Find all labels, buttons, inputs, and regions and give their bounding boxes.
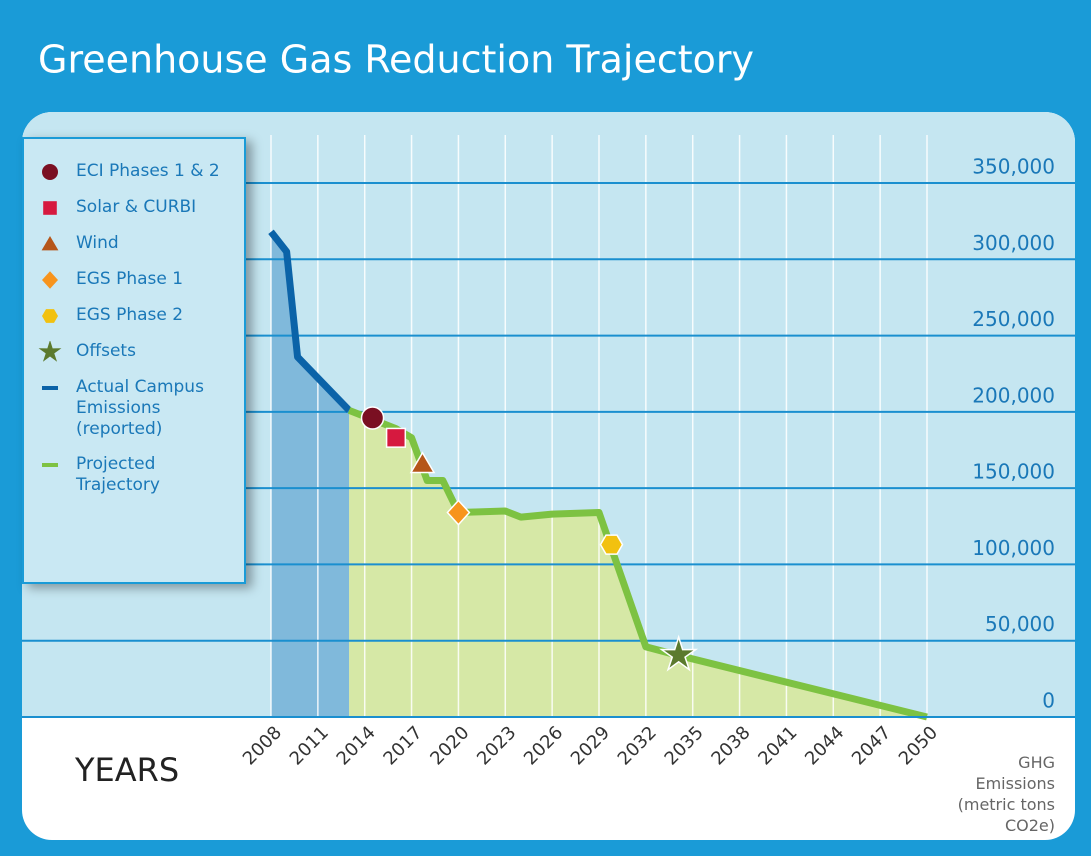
legend-swatch (42, 463, 58, 467)
y-tick-label: 50,000 (985, 612, 1055, 636)
legend-label: Wind (76, 233, 119, 253)
legend-icon (43, 201, 57, 215)
legend-entry: ECI Phases 1 & 2 (38, 161, 244, 183)
legend-label: EGS Phase 1 (76, 269, 184, 289)
y-axis-label: GHG Emissions (metric tons CO2e) (957, 753, 1055, 835)
marker (38, 341, 62, 362)
legend-icon (42, 271, 58, 289)
legend-label: EGS Phase 2 (76, 305, 184, 325)
legend-label: Offsets (76, 341, 136, 361)
y-tick-label: 0 (1042, 689, 1055, 713)
axis-area (22, 717, 1075, 807)
legend-icon (42, 386, 58, 390)
legend-entry: Solar & CURBI (38, 197, 244, 219)
y-tick-label: 200,000 (972, 383, 1055, 407)
legend-icon (42, 164, 58, 180)
marker (360, 406, 385, 430)
legend-icon (38, 341, 62, 362)
line (347, 407, 928, 721)
legend-entry: Projected Trajectory (38, 454, 244, 496)
y-tick-label: 350,000 (972, 155, 1055, 179)
legend-entry: EGS Phase 1 (38, 269, 244, 291)
marker (659, 634, 699, 672)
legend-entry: Actual Campus Emissions (reported) (38, 377, 244, 440)
marker (409, 451, 436, 474)
legend-icon (42, 463, 58, 467)
marker (446, 499, 471, 526)
marker (42, 309, 58, 323)
legend-icon (42, 309, 58, 323)
legend-label: Solar & CURBI (76, 197, 197, 217)
legend-entry: Wind (38, 233, 244, 255)
line (268, 229, 352, 413)
legend-swatch (42, 386, 58, 390)
legend-label: Projected Trajectory (76, 454, 160, 495)
legend-entry: EGS Phase 2 (38, 305, 244, 327)
marker (41, 236, 59, 251)
marker (599, 534, 624, 555)
marker (43, 201, 57, 215)
legend: ECI Phases 1 & 2 Solar & CURBI Wind EGS Pha… (22, 137, 246, 584)
y-tick-label: 100,000 (972, 536, 1055, 560)
chart-title: Greenhouse Gas Reduction Trajectory (38, 38, 754, 82)
legend-entry: Offsets (38, 341, 244, 363)
area (271, 231, 350, 717)
legend-label: ECI Phases 1 & 2 (76, 161, 220, 181)
y-tick-label: 250,000 (972, 307, 1055, 331)
legend-icon (41, 236, 59, 251)
marker (385, 427, 407, 448)
marker (42, 271, 58, 289)
legend-label: Actual Campus Emissions (reported) (76, 377, 204, 439)
y-tick-label: 150,000 (972, 460, 1055, 484)
y-tick-label: 300,000 (972, 231, 1055, 255)
marker (42, 164, 58, 180)
x-axis-label: YEARS (74, 751, 179, 789)
